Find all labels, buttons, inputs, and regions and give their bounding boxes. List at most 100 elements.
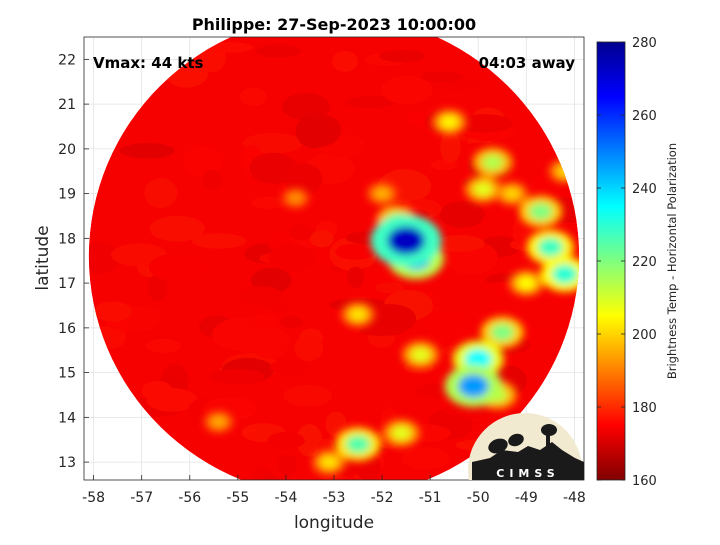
texture-patch bbox=[204, 42, 254, 53]
feature-core bbox=[210, 415, 227, 428]
feature-core bbox=[374, 187, 391, 200]
texture-patch bbox=[219, 363, 276, 379]
x-tick-label: -50 bbox=[467, 490, 490, 506]
texture-patch bbox=[289, 224, 313, 241]
texture-patch bbox=[439, 201, 485, 228]
texture-patch bbox=[427, 408, 474, 440]
texture-patch bbox=[305, 153, 355, 184]
texture-patch bbox=[526, 305, 553, 329]
y-tick-label: 13 bbox=[58, 455, 76, 471]
texture-patch bbox=[430, 287, 471, 311]
texture-patch bbox=[434, 235, 485, 252]
texture-patch bbox=[304, 71, 348, 91]
texture-patch bbox=[182, 145, 223, 178]
texture-patch bbox=[259, 252, 297, 265]
y-tick-label: 19 bbox=[58, 187, 76, 203]
texture-patch bbox=[329, 237, 374, 271]
texture-patch bbox=[346, 266, 365, 288]
x-axis-ticks: -58 -57 -56 -55 -54 -53 -52 -51 -50 -49 -48 bbox=[82, 475, 586, 506]
texture-patch bbox=[202, 169, 223, 191]
texture-patch bbox=[378, 49, 426, 63]
texture-patch bbox=[268, 244, 316, 271]
feature-core bbox=[458, 374, 489, 398]
texture-patch bbox=[415, 383, 454, 398]
feature-core bbox=[440, 115, 459, 129]
texture-patch bbox=[199, 315, 236, 338]
texture-patch bbox=[160, 363, 189, 397]
texture-patch bbox=[449, 207, 488, 229]
texture-patch bbox=[250, 196, 288, 209]
feature-core bbox=[288, 192, 303, 204]
texture-patch bbox=[440, 130, 461, 164]
texture-patch bbox=[367, 325, 396, 348]
colorbar-tick-label: 180 bbox=[632, 401, 657, 416]
y-tick-label: 22 bbox=[58, 52, 76, 68]
texture-patch bbox=[144, 178, 178, 208]
x-axis-label: longitude bbox=[294, 513, 374, 533]
texture-patch bbox=[381, 76, 433, 105]
feature-core bbox=[345, 435, 371, 454]
texture-patch bbox=[145, 338, 182, 353]
texture-patch bbox=[299, 328, 323, 348]
y-tick-label: 18 bbox=[58, 231, 76, 247]
x-tick-label: -56 bbox=[178, 490, 201, 506]
texture-patch bbox=[88, 241, 119, 275]
texture-patch bbox=[252, 312, 280, 329]
texture-patch bbox=[282, 236, 315, 252]
logo-text: CIMSS bbox=[496, 467, 559, 480]
texture-patch bbox=[110, 243, 168, 267]
texture-patch bbox=[146, 388, 198, 412]
texture-patch bbox=[212, 317, 269, 351]
texture-patch bbox=[309, 230, 334, 248]
colorbar-tick-label: 220 bbox=[632, 255, 657, 270]
x-tick-label: -51 bbox=[419, 490, 442, 506]
texture-patch bbox=[268, 231, 292, 254]
texture-patch bbox=[200, 43, 226, 73]
feature-core bbox=[464, 348, 492, 370]
texture-patch bbox=[276, 239, 301, 266]
texture-patch bbox=[327, 252, 348, 273]
texture-patch bbox=[364, 303, 417, 334]
texture-patch bbox=[350, 244, 377, 268]
x-tick-label: -58 bbox=[82, 490, 105, 506]
texture-patch bbox=[471, 107, 505, 129]
texture-patch bbox=[221, 358, 274, 383]
time-away-annotation: 04:03 away bbox=[479, 54, 576, 72]
texture-patch bbox=[104, 305, 162, 333]
feature-core bbox=[482, 154, 504, 171]
texture-patch bbox=[426, 310, 472, 344]
y-axis-label: latitude bbox=[33, 225, 53, 290]
x-tick-label: -55 bbox=[226, 490, 249, 506]
texture-patch bbox=[318, 404, 349, 415]
texture-patch bbox=[309, 248, 358, 267]
texture-patch bbox=[445, 241, 499, 275]
y-axis-ticks: 13 14 15 16 17 18 19 20 21 22 bbox=[58, 52, 89, 471]
texture-patch bbox=[242, 144, 263, 176]
texture-patch bbox=[335, 243, 376, 260]
texture-patch bbox=[269, 359, 311, 375]
texture-patch bbox=[296, 424, 323, 457]
feature-core bbox=[490, 323, 514, 341]
texture-patch bbox=[283, 384, 333, 407]
vmax-annotation: Vmax: 44 kts bbox=[93, 54, 203, 72]
texture-patch bbox=[147, 274, 168, 302]
feature-core bbox=[503, 187, 521, 201]
texture-patch bbox=[456, 114, 513, 133]
x-tick-label: -53 bbox=[323, 490, 346, 506]
x-tick-label: -48 bbox=[563, 490, 586, 506]
texture-patch bbox=[359, 325, 405, 336]
texture-patch bbox=[353, 468, 372, 480]
texture-patch bbox=[531, 176, 552, 192]
texture-patch bbox=[430, 159, 458, 171]
texture-patch bbox=[251, 267, 292, 294]
texture-patch bbox=[146, 263, 191, 276]
y-tick-label: 16 bbox=[58, 321, 76, 337]
texture-patch bbox=[463, 256, 499, 269]
texture-patch bbox=[153, 149, 174, 160]
texture-patch bbox=[402, 447, 450, 470]
texture-patch bbox=[317, 134, 365, 158]
texture-patch bbox=[277, 453, 298, 476]
texture-patch bbox=[222, 353, 279, 379]
